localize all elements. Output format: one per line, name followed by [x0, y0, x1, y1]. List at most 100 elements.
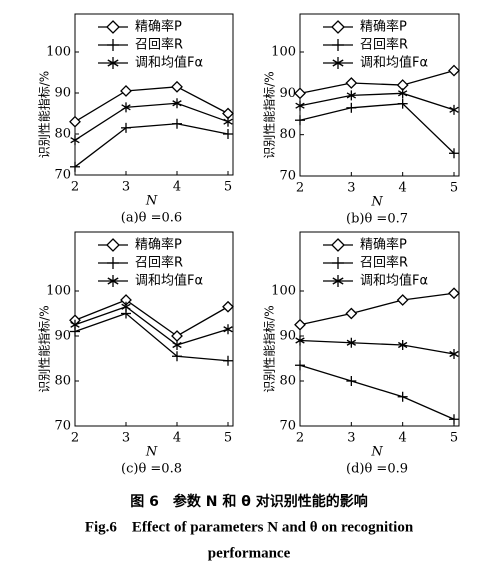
legend-marker [332, 257, 344, 269]
y-tick-label: 70 [54, 168, 71, 183]
data-point [120, 85, 132, 97]
x-tick-label: 3 [347, 431, 355, 446]
marker-asterisk [107, 277, 119, 285]
legend-marker [107, 39, 119, 51]
marker-diamond [120, 85, 132, 97]
x-tick-label: 5 [450, 181, 458, 196]
y-axis-label: 识别性能指标/% [37, 71, 52, 158]
legend-marker [331, 238, 345, 252]
marker-asterisk [121, 303, 131, 310]
data-point [121, 102, 131, 113]
data-point [223, 116, 233, 127]
marker-asterisk [346, 92, 356, 99]
legend-label: 召回率R [360, 37, 408, 53]
series-line [74, 102, 229, 141]
legend-label: 调和均值Fα [360, 55, 428, 71]
x-tick-label: 5 [224, 180, 232, 195]
data-point [294, 87, 306, 100]
x-tick-label: 2 [296, 181, 304, 196]
data-point [398, 340, 408, 350]
series-line [74, 299, 229, 337]
legend-label: 精确率P [360, 237, 407, 253]
data-point [345, 307, 358, 320]
data-point [346, 90, 356, 101]
y-tick-label: 70 [54, 419, 71, 434]
legend-marker [106, 20, 120, 34]
marker-diamond [396, 294, 409, 306]
legend-marker [107, 257, 119, 269]
figure-caption-en: Fig.6 Effect of parameters N and θ on re… [85, 519, 414, 535]
data-point [223, 129, 233, 139]
caption: (a)θ =0.6 [121, 211, 182, 226]
x-tick-label: 4 [399, 181, 407, 196]
series-line [74, 86, 229, 123]
data-point [223, 355, 233, 366]
x-tick-label: 2 [296, 431, 304, 446]
marker-diamond [345, 307, 358, 320]
data-point [345, 77, 358, 89]
marker-diamond [448, 64, 460, 77]
y-tick-label: 70 [279, 169, 296, 184]
y-tick-label: 100 [46, 284, 71, 299]
marker-asterisk [449, 106, 459, 113]
data-point [449, 148, 459, 159]
data-point [295, 360, 305, 371]
data-point [172, 98, 182, 109]
x-tick-label: 2 [71, 431, 79, 446]
marker-asterisk [70, 321, 80, 328]
marker-asterisk [121, 104, 131, 111]
data-point [397, 98, 408, 109]
data-point [121, 301, 131, 312]
legend-label: 召回率R [135, 37, 183, 53]
marker-diamond [222, 300, 234, 313]
marker-diamond [331, 238, 345, 252]
data-point [172, 118, 182, 129]
x-tick-label: 5 [450, 431, 458, 446]
y-axis-label: 识别性能指标/% [37, 305, 52, 392]
x-axis-label: N [145, 445, 158, 460]
data-point [449, 104, 459, 115]
marker-diamond [294, 87, 306, 100]
data-point [346, 376, 357, 386]
data-point [295, 100, 305, 111]
marker-asterisk [332, 59, 344, 67]
marker-diamond [294, 318, 306, 331]
y-tick-label: 100 [271, 284, 296, 299]
legend-marker [107, 275, 119, 287]
y-axis-label: 识别性能指标/% [262, 305, 277, 392]
legend-label: 精确率P [135, 237, 182, 253]
y-tick-label: 80 [54, 127, 71, 142]
plot-frame [74, 13, 234, 176]
figure-caption-en: performance [208, 545, 291, 561]
data-point [294, 318, 306, 331]
marker-diamond [171, 80, 183, 93]
data-point [398, 88, 408, 99]
y-axis-label: 识别性能指标/% [262, 71, 277, 158]
data-point [70, 135, 80, 146]
marker-asterisk [449, 350, 459, 358]
legend-marker [106, 238, 120, 252]
data-point [70, 161, 80, 172]
data-point [448, 64, 460, 77]
caption: (c)θ =0.8 [121, 462, 182, 477]
x-tick-label: 5 [224, 431, 232, 446]
legend-marker [332, 39, 344, 51]
data-point [295, 335, 305, 346]
y-tick-label: 70 [279, 419, 296, 434]
legend-marker [332, 57, 344, 69]
x-tick-label: 4 [173, 180, 181, 195]
marker-asterisk [172, 341, 182, 349]
y-tick-label: 80 [279, 374, 296, 389]
legend-label: 调和均值Fα [360, 273, 428, 289]
marker-asterisk [70, 137, 80, 144]
data-point [70, 319, 80, 330]
series-line [74, 306, 229, 346]
y-tick-label: 90 [54, 329, 71, 344]
x-tick-label: 3 [122, 180, 130, 195]
legend-label: 召回率R [360, 255, 408, 271]
series-line [299, 364, 455, 420]
marker-asterisk [223, 326, 233, 333]
legend-marker [331, 20, 345, 34]
data-point [449, 414, 459, 425]
